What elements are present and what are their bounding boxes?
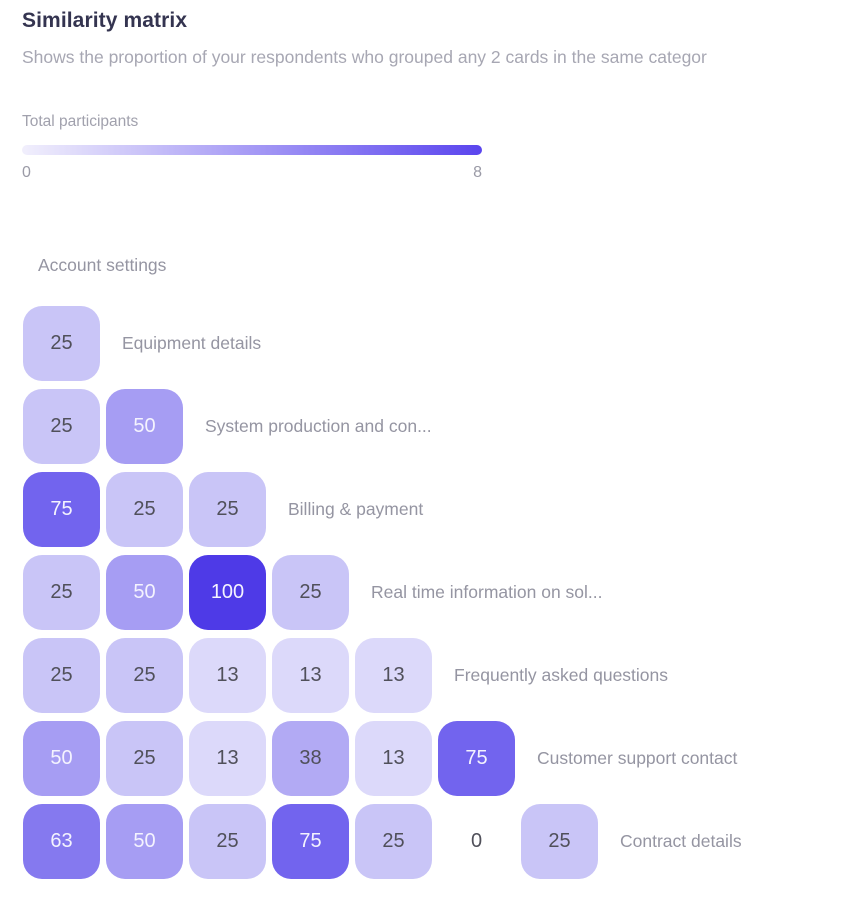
matrix-cell[interactable]: 25 [521,804,598,879]
matrix-row-label: Frequently asked questions [454,665,669,685]
matrix-row: 25 50 100 25 Real time information on sol... [23,555,603,630]
matrix-cell[interactable]: 75 [438,721,515,796]
matrix-cell[interactable]: 25 [189,804,266,879]
matrix-cell[interactable]: 25 [189,472,266,547]
page-subtitle: Shows the proportion of your respondents… [22,47,707,67]
legend-scale: 0 8 [22,164,482,182]
matrix-row: 25 50 System production and con... [23,389,432,464]
matrix-cell[interactable]: 25 [106,472,183,547]
matrix-cell[interactable]: 13 [355,721,432,796]
matrix-cell[interactable]: 75 [23,472,100,547]
matrix-row-label: Equipment details [122,333,262,353]
matrix-cell[interactable]: 13 [189,638,266,713]
matrix-row: 75 25 25 Billing & payment [23,472,423,547]
matrix-cell[interactable]: 13 [355,638,432,713]
matrix-first-card-label: Account settings [38,255,167,275]
matrix-row-label: Customer support contact [537,748,738,768]
legend-min: 0 [22,164,31,181]
legend-max: 8 [473,164,482,181]
matrix-row: 25 25 13 13 13 Frequently asked questions [23,638,668,713]
matrix-cell[interactable]: 50 [106,804,183,879]
matrix-cell[interactable]: 25 [23,555,100,630]
matrix-cell[interactable]: 50 [23,721,100,796]
matrix-cell[interactable]: 50 [106,555,183,630]
matrix-cell[interactable]: 25 [355,804,432,879]
page-title: Similarity matrix [22,9,188,32]
matrix-cell[interactable]: 100 [189,555,266,630]
matrix-cell[interactable]: 63 [23,804,100,879]
matrix-cell[interactable]: 38 [272,721,349,796]
matrix-row: 25 Equipment details [23,306,261,381]
matrix-row-label: Real time information on sol... [371,582,603,602]
matrix-cell[interactable]: 0 [470,830,483,852]
matrix-cell[interactable]: 50 [106,389,183,464]
matrix-row: 50 25 13 38 13 75 Customer support contact [23,721,737,796]
matrix-row-label: System production and con... [205,416,432,436]
matrix-cell[interactable]: 25 [23,389,100,464]
matrix-cell[interactable]: 25 [23,306,100,381]
matrix-row: 63 50 25 75 25 0 25 Contract details [23,804,742,879]
matrix-cell[interactable]: 25 [106,638,183,713]
matrix-cell[interactable]: 25 [272,555,349,630]
matrix-cell[interactable]: 13 [272,638,349,713]
legend-gradient-bar [22,145,482,155]
matrix-row-label: Billing & payment [288,499,424,519]
matrix-cell[interactable]: 25 [106,721,183,796]
matrix-row-label: Contract details [620,831,742,851]
matrix-cell[interactable]: 13 [189,721,266,796]
matrix-cell[interactable]: 75 [272,804,349,879]
matrix-cell[interactable]: 25 [23,638,100,713]
legend-label: Total participants [22,113,139,130]
